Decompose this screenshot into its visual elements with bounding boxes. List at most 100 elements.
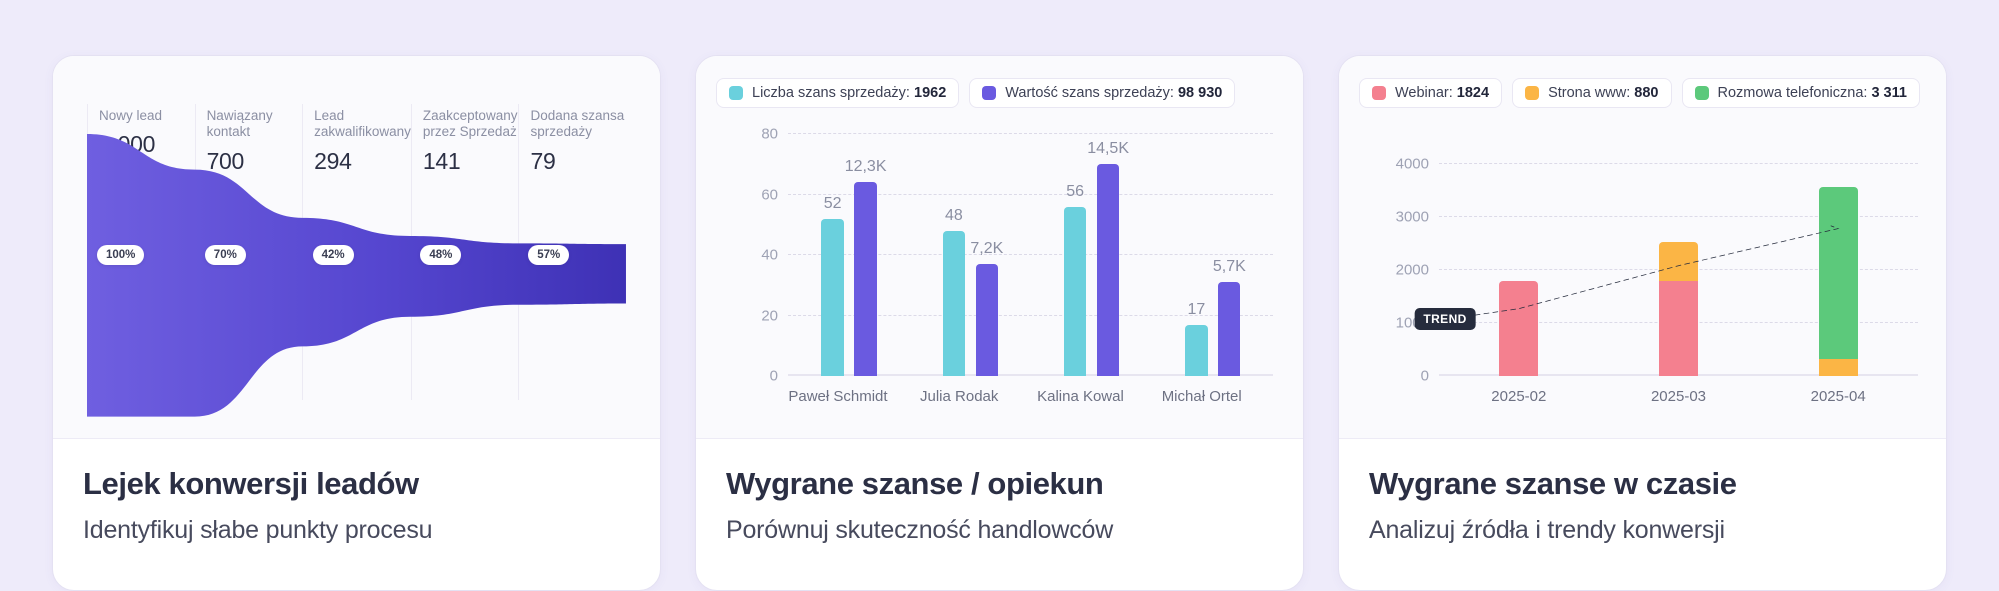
legend-item-liczba-szans[interactable]: Liczba szans sprzedaży: 1962 <box>716 78 960 108</box>
plot-area: 0 20 40 60 80 52 12,3K Paweł Schmidt 48 7,2K Julia… <box>761 126 1273 405</box>
legend-item-rozmowa-telefoniczna[interactable]: Rozmowa telefoniczna: 3 311 <box>1681 78 1920 108</box>
card-subtitle: Porównuj skuteczność handlowców <box>726 515 1114 544</box>
x-axis-tick-label: 2025-04 <box>1810 388 1866 405</box>
bar-value-label: 52 <box>823 194 842 212</box>
y-axis-tick-label: 3000 <box>1395 208 1429 226</box>
gridline <box>788 133 1273 134</box>
gridline <box>788 193 1273 195</box>
legend-swatch-icon <box>1372 86 1386 100</box>
legend-swatch-icon <box>729 86 743 100</box>
funnel-shape <box>87 133 626 417</box>
bar-count[interactable] <box>1063 206 1087 376</box>
legend-item-wartosc-szans[interactable]: Wartość szans sprzedaży: 98 930 <box>969 78 1236 108</box>
legend-label: Webinar: 1824 <box>1395 85 1489 101</box>
stack-segment-strona-www[interactable] <box>1818 358 1858 376</box>
legend-value: 880 <box>1634 85 1659 101</box>
funnel-wrap: Nowy lead 1 000 Nawiązany kontakt 700 Le… <box>53 56 660 438</box>
bar-value[interactable] <box>854 182 877 376</box>
trend-annotation-badge: TREND <box>1414 307 1476 330</box>
stack-segment-rozmowa[interactable] <box>1818 186 1858 359</box>
funnel-stage-value: 141 <box>422 147 461 174</box>
bar-count[interactable] <box>942 230 965 376</box>
card-body: Wygrane szanse w czasie Analizuj źródła … <box>1339 439 1946 545</box>
y-axis-tick-label: 2000 <box>1395 261 1429 279</box>
funnel-rate-badge: 100% <box>97 245 145 266</box>
x-axis-line <box>788 374 1273 376</box>
card-body: Wygrane szanse / opiekun Porównuj skutec… <box>696 439 1303 545</box>
legend-item-strona-www[interactable]: Strona www: 880 <box>1512 78 1672 108</box>
funnel-stage-value: 294 <box>314 147 352 174</box>
legend-label: Wartość szans sprzedaży: 98 930 <box>1005 85 1222 101</box>
legend-text: Wartość szans sprzedaży: <box>1005 85 1174 101</box>
gridline <box>788 254 1273 255</box>
legend-text: Liczba szans sprzedaży: <box>752 85 910 101</box>
funnel-stage-value: 700 <box>206 147 245 174</box>
funnel-stage-label: Nowy lead <box>99 108 163 123</box>
stack-segment-webinar[interactable] <box>1658 280 1699 376</box>
legend-value: 1962 <box>914 85 947 101</box>
stacked-bar-chart: Webinar: 1824 Strona www: 880 Rozmowa te… <box>1339 56 1946 439</box>
card-won-opportunities-per-owner[interactable]: Liczba szans sprzedaży: 1962 Wartość sza… <box>695 55 1304 591</box>
grouped-bar-chart: Liczba szans sprzedaży: 1962 Wartość sza… <box>696 56 1303 439</box>
funnel-rate-badge: 70% <box>204 245 246 266</box>
legend-swatch-icon <box>982 86 997 100</box>
y-axis-tick-label: 0 <box>1420 367 1429 385</box>
trend-line <box>1439 148 1918 376</box>
card-subtitle: Analizuj źródła i trendy konwersji <box>1369 515 1725 544</box>
legend-swatch-icon <box>1525 86 1540 100</box>
legend-value: 1824 <box>1456 85 1490 101</box>
y-axis-tick-label: 60 <box>761 186 778 203</box>
funnel-stage-value: 79 <box>530 147 556 174</box>
y-axis-tick-label: 40 <box>761 246 778 264</box>
y-axis-tick-label: 4000 <box>1395 155 1429 173</box>
bar-value[interactable] <box>975 264 998 376</box>
plot-area: 0 1000 2000 3000 4000 2025-02 2025-03 2025-04 TR… <box>1396 148 1918 405</box>
x-axis-tick-label: Julia Rodak <box>920 388 999 405</box>
legend-text: Webinar: <box>1395 85 1453 101</box>
legend-text: Rozmowa telefoniczna: <box>1717 85 1868 101</box>
funnel-rate-badge: 42% <box>312 245 354 266</box>
y-axis-tick-label: 0 <box>769 367 778 385</box>
card-lead-conversion-funnel[interactable]: Nowy lead 1 000 Nawiązany kontakt 700 Le… <box>52 55 661 591</box>
legend-item-webinar[interactable]: Webinar: 1824 <box>1359 78 1503 108</box>
page-title: Wygrane szanse w czasie <box>1369 466 1737 501</box>
bar-count[interactable] <box>821 218 844 376</box>
gridline <box>788 314 1273 316</box>
page-title: Lejek konwersji leadów <box>83 466 419 501</box>
card-subtitle: Identyfikuj słabe punkty procesu <box>83 515 433 544</box>
y-axis-tick-label: 80 <box>761 125 778 143</box>
funnel-chart: Nowy lead 1 000 Nawiązany kontakt 700 Le… <box>53 56 660 439</box>
bar-value[interactable] <box>1096 164 1120 376</box>
legend-label: Rozmowa telefoniczna: 3 311 <box>1718 85 1907 101</box>
legend-text: Strona www: <box>1548 85 1631 101</box>
bar-value-label: 5,7K <box>1212 258 1246 276</box>
bar-count[interactable] <box>1185 324 1208 376</box>
funnel-rate-badge: 57% <box>528 245 570 266</box>
card-won-opportunities-over-time[interactable]: Webinar: 1824 Strona www: 880 Rozmowa te… <box>1338 55 1947 591</box>
funnel-stage-label: Zaakceptowany przez Sprzedaż <box>422 108 518 140</box>
gridline <box>1439 162 1918 164</box>
x-axis-tick-label: Kalina Kowal <box>1037 388 1124 405</box>
x-axis-tick-label: Michał Ortel <box>1161 388 1242 405</box>
bar-value-label: 48 <box>944 206 963 224</box>
legend-value: 3 311 <box>1871 85 1907 101</box>
funnel-stage-label: Nawiązany kontakt <box>206 108 273 140</box>
funnel-stage-3[interactable]: Zaakceptowany przez Sprzedaż 141 <box>410 104 519 400</box>
bar-value-label: 56 <box>1066 182 1085 200</box>
stack-segment-strona-www[interactable] <box>1658 242 1699 281</box>
page-title: Wygrane szanse / opiekun <box>726 466 1104 501</box>
legend-value: 98 930 <box>1177 85 1223 101</box>
stack-segment-webinar[interactable] <box>1499 281 1539 376</box>
funnel-stage-label: Lead zakwalifikowany <box>314 108 411 140</box>
card-body: Lejek konwersji leadów Identyfikuj słabe… <box>53 439 660 545</box>
bar-value-label: 14,5K <box>1087 140 1129 158</box>
legend-label: Liczba szans sprzedaży: 1962 <box>752 85 946 101</box>
gridline <box>1439 215 1918 217</box>
chart-legend: Liczba szans sprzedaży: 1962 Wartość sza… <box>716 78 1283 108</box>
legend-label: Strona www: 880 <box>1548 85 1658 101</box>
chart-legend: Webinar: 1824 Strona www: 880 Rozmowa te… <box>1359 78 1926 108</box>
funnel-stage-label: Dodana szansa sprzedaży <box>530 108 625 140</box>
bar-value[interactable] <box>1218 282 1241 376</box>
funnel-rate-badge: 48% <box>420 245 462 266</box>
bar-value-label: 17 <box>1187 300 1206 318</box>
